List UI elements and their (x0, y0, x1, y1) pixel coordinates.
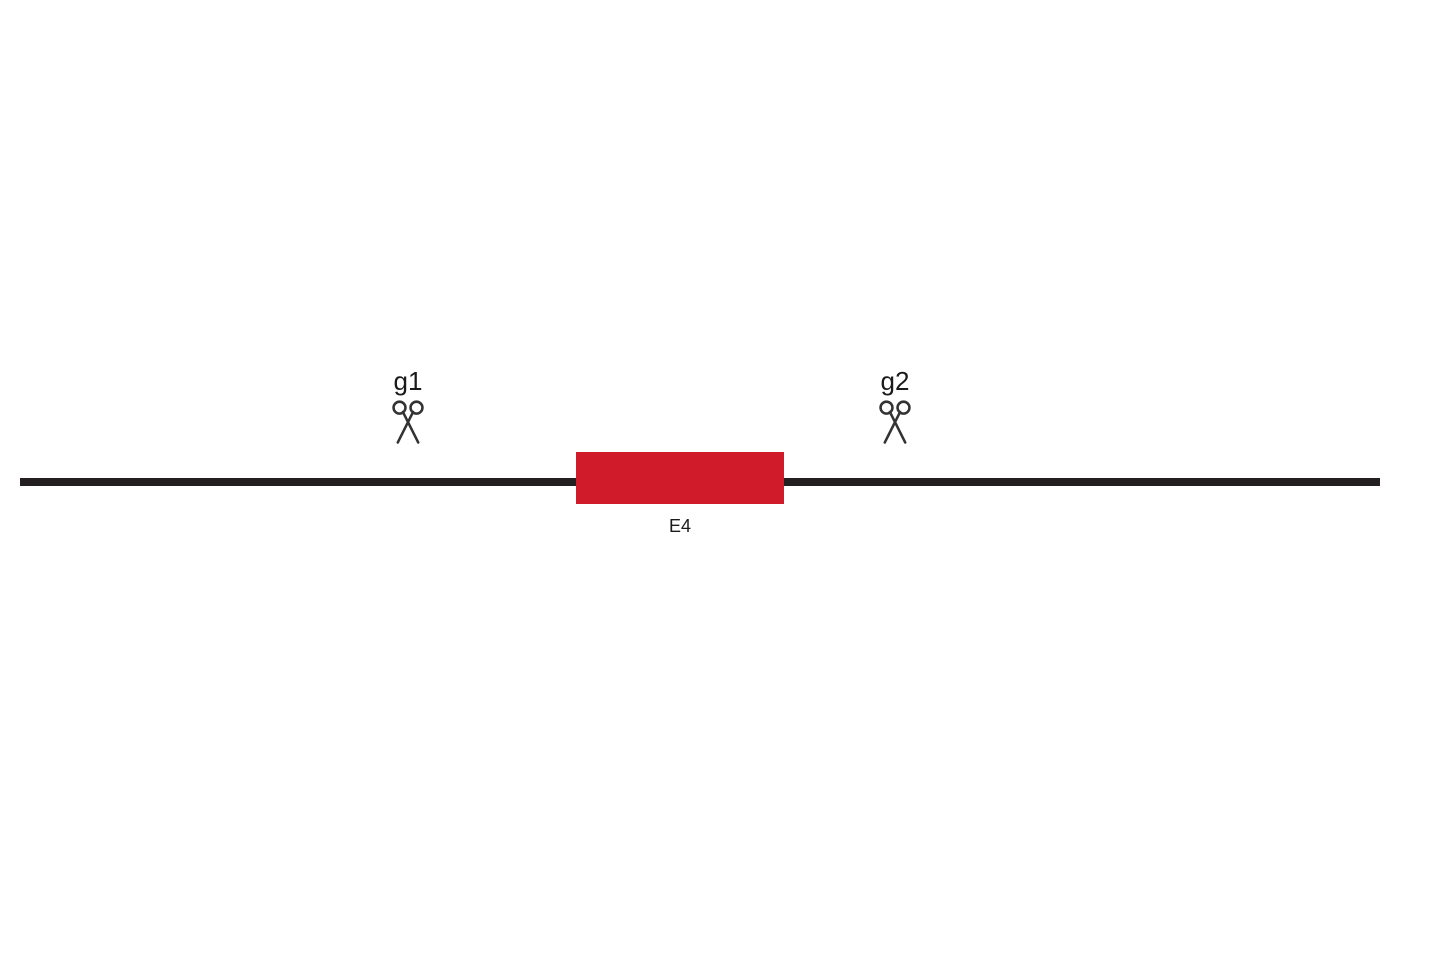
cut-label-g1: g1 (394, 366, 423, 397)
gene-diagram: E4 g1 g2 (0, 0, 1440, 960)
scissors-icon-g1 (391, 400, 425, 451)
exon-e4-label: E4 (669, 516, 691, 537)
exon-e4 (576, 452, 784, 504)
cut-label-g2: g2 (881, 366, 910, 397)
scissors-icon-g2 (878, 400, 912, 451)
